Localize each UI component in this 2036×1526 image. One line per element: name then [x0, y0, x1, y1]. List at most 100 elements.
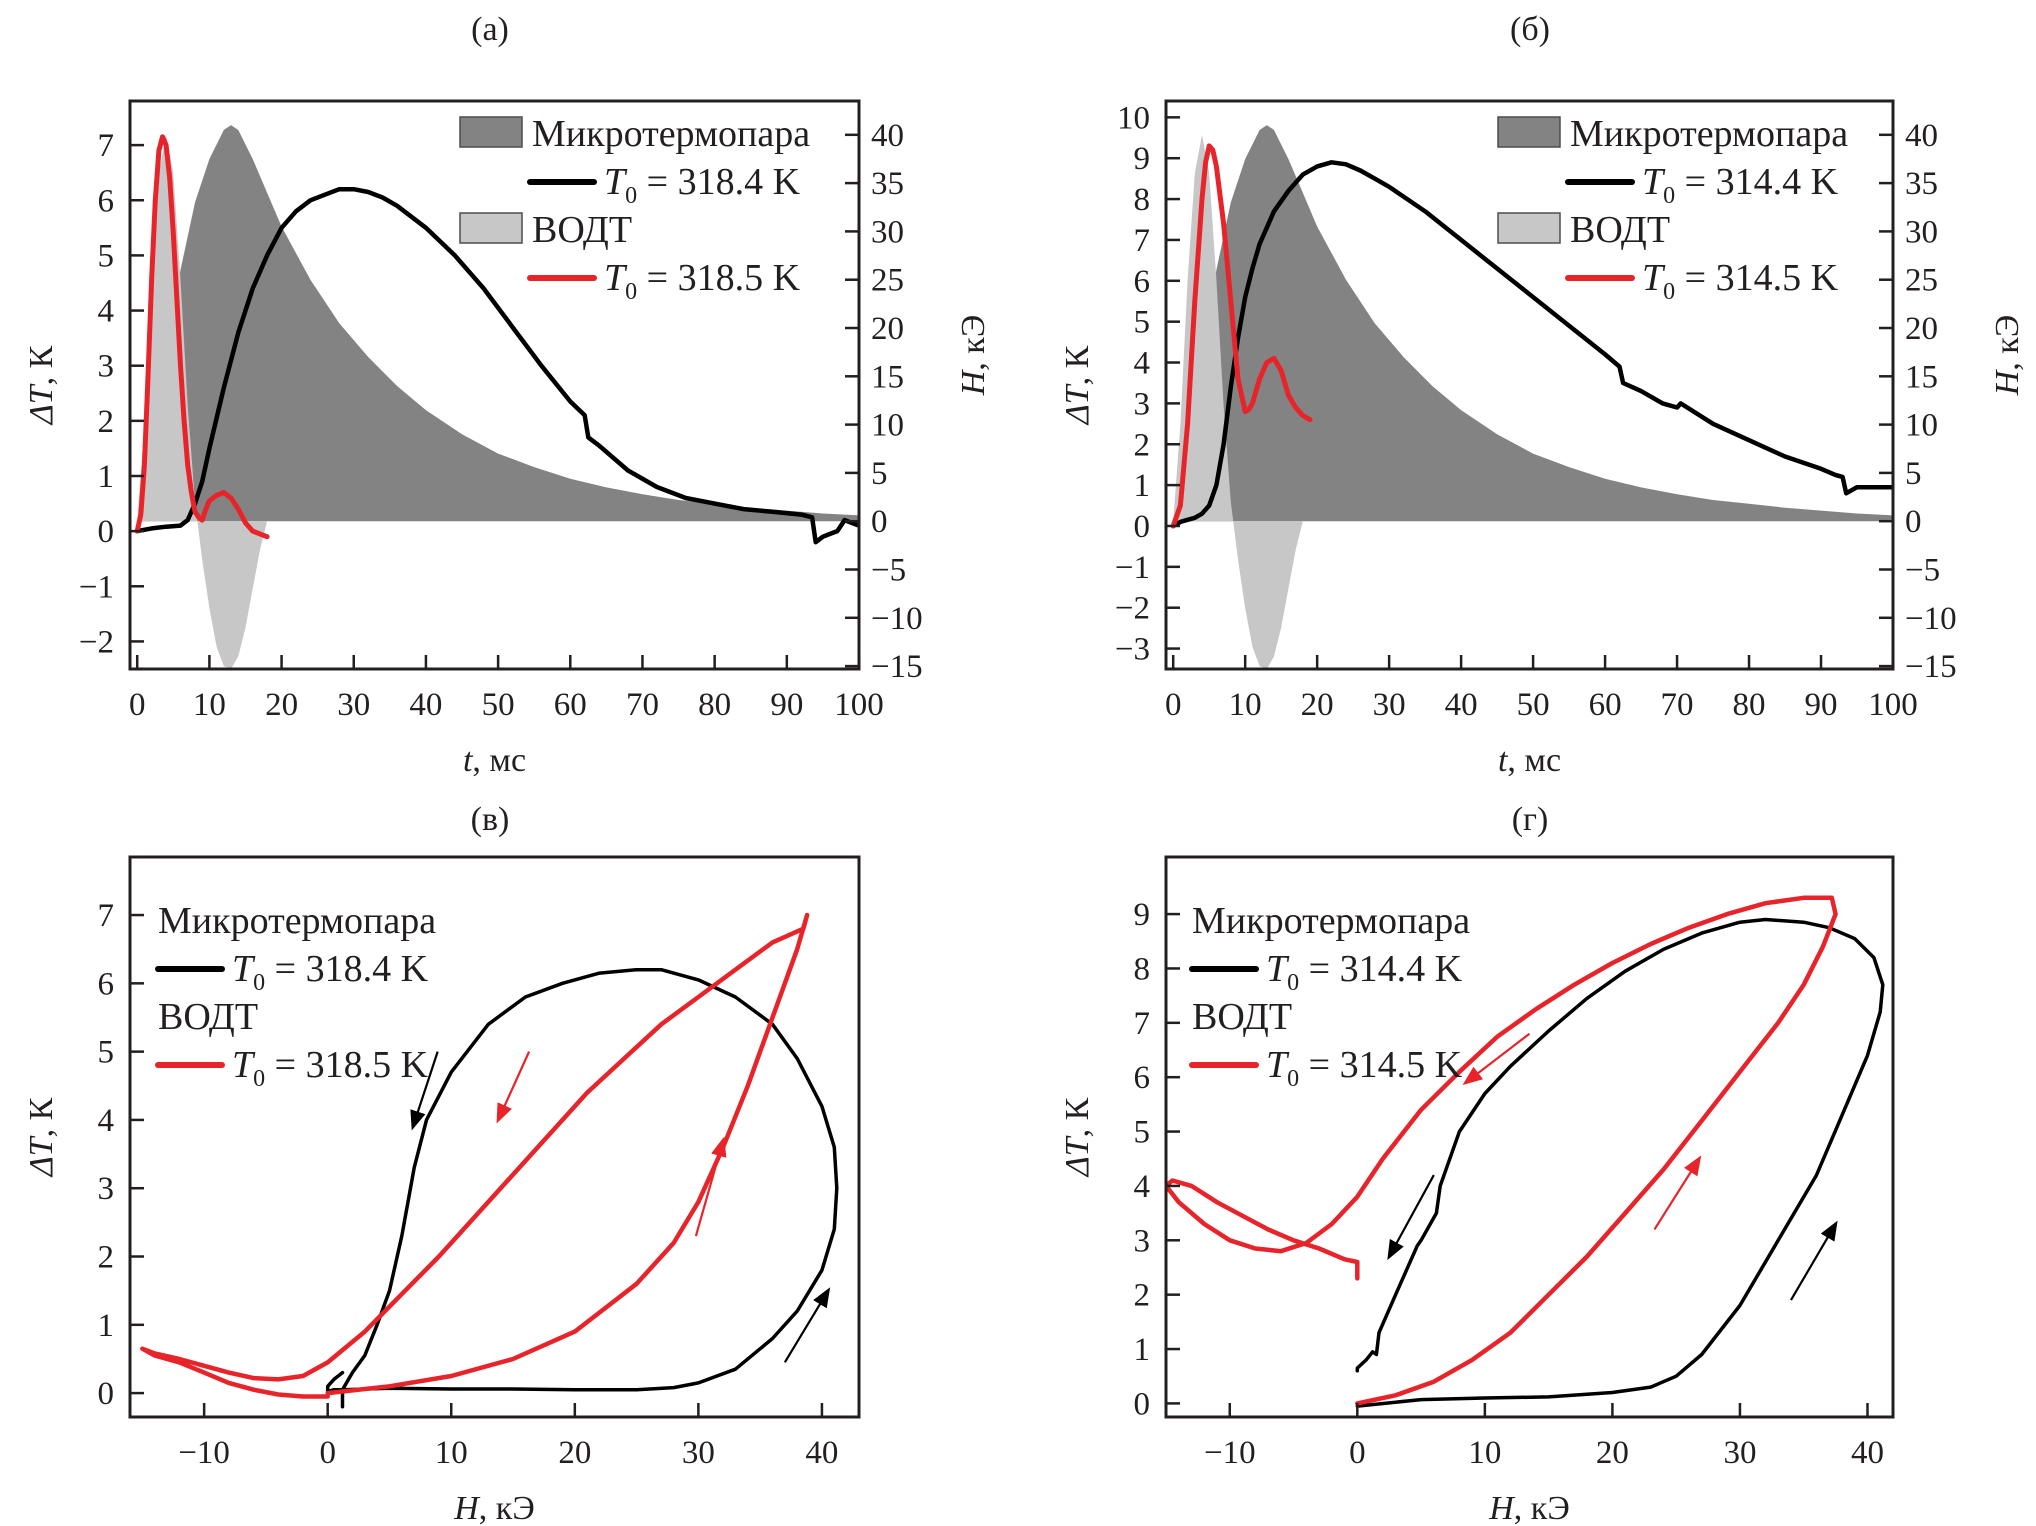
- x-tick-label: 0: [319, 1435, 336, 1471]
- y-axis-title-unit: , К: [1059, 345, 1096, 385]
- y2-axis-title: H, кЭ: [1989, 315, 2026, 397]
- x-axis-title-unit: , мс: [472, 742, 526, 779]
- x-tick-label: 40: [805, 1435, 838, 1471]
- direction-arrow-3: [783, 1287, 831, 1363]
- legend-subscript: 0: [253, 970, 265, 996]
- x-tick-label: 40: [1445, 687, 1478, 723]
- series-line-1: [1166, 895, 1838, 1406]
- y2-tick-label: 0: [871, 504, 888, 540]
- y2-tick-label: 25: [1905, 263, 1938, 299]
- x-tick-label: 20: [1596, 1435, 1629, 1471]
- y-tick-label: 4: [98, 294, 115, 330]
- y-tick-label: 4: [1134, 346, 1151, 382]
- x-tick-label: 80: [1733, 687, 1766, 723]
- y2-tick-label: 15: [1905, 359, 1938, 395]
- x-axis-title: t, мс: [1498, 742, 1561, 779]
- y-axis-title-symbol: ΔT: [1059, 383, 1096, 426]
- legend-symbol: T: [1642, 161, 1666, 203]
- x-tick-label: 10: [193, 687, 226, 723]
- y-tick-label: −3: [1115, 632, 1150, 668]
- y-tick-label: 5: [1134, 1115, 1151, 1151]
- y-tick-label: 7: [1134, 1006, 1151, 1042]
- y2-tick-label: 40: [871, 118, 904, 154]
- x-tick-label: 10: [1229, 687, 1262, 723]
- y2-axis-title: H, кЭ: [955, 315, 992, 397]
- x-tick-label: −10: [178, 1435, 230, 1471]
- x-tick-label: 60: [1589, 687, 1622, 723]
- y-axis-title: ΔT, К: [1059, 1097, 1096, 1178]
- y-axis-title-unit: , К: [1059, 1097, 1096, 1137]
- y-tick-label: 6: [98, 183, 115, 219]
- x-tick-label: 10: [1468, 1435, 1501, 1471]
- panel-a: (а)0 10 20 30 40 50 60 70 80 90 100−2−101234567−15…: [23, 11, 992, 779]
- series-line-1: [140, 912, 810, 1399]
- y2-tick-label: 5: [1905, 456, 1922, 492]
- legend-symbol: T: [232, 948, 256, 990]
- y2-axis-title-unit: , кЭ: [1989, 315, 2026, 371]
- y-tick-label: −1: [1115, 550, 1150, 586]
- y2-tick-label: 35: [1905, 166, 1938, 202]
- field-area-0: [137, 125, 859, 522]
- legend-label: T0 = 318.4 K: [232, 948, 429, 996]
- y-tick-label: 2: [98, 1240, 115, 1276]
- legend-label: T0 = 314.4 K: [1642, 161, 1839, 209]
- panel-g: (г) −10 0 10 20 30 40 0 1 2 3 4 5 6 7 8 9 H, кЭ ΔT, К Микро…: [1059, 801, 1895, 1526]
- y-axis-title-unit: , К: [23, 1097, 60, 1137]
- y2-tick-label: 35: [871, 166, 904, 202]
- y2-tick-label: −10: [1905, 601, 1957, 637]
- y-tick-label: 5: [1134, 305, 1151, 341]
- y-tick-label: 0: [1134, 1386, 1151, 1422]
- field-area-1: [1173, 134, 1303, 669]
- legend-label: T0 = 314.5 K: [1642, 257, 1839, 305]
- plot-frame: [128, 855, 861, 1419]
- x-axis-title-symbol: t: [463, 742, 474, 779]
- y-tick-label: 5: [98, 1035, 115, 1071]
- direction-arrow-0: [1462, 1032, 1531, 1086]
- x-tick-label: 20: [265, 687, 298, 723]
- y-axis-title: ΔT, К: [1059, 345, 1096, 426]
- legend-subscript: 0: [1663, 279, 1675, 305]
- series-line-3: [1170, 143, 1313, 529]
- legend-symbol: T: [1642, 257, 1666, 299]
- legend-value: = 314.5 K: [1675, 257, 1838, 299]
- legend-value: = 318.4 K: [265, 948, 428, 990]
- legend-value: = 318.4 K: [637, 161, 800, 203]
- legend-symbol: T: [1266, 948, 1290, 990]
- y-tick-label: 4: [98, 1103, 115, 1139]
- plot-area: [1166, 895, 1885, 1408]
- legend-label: Микротермопара: [532, 113, 810, 155]
- panel-label: (б): [1510, 11, 1550, 48]
- y-axis-title-symbol: ΔT: [1059, 1135, 1096, 1178]
- x-tick-label: 0: [1165, 687, 1182, 723]
- y2-tick-label: 30: [1905, 214, 1938, 250]
- y2-tick-label: −5: [871, 553, 906, 589]
- y-tick-label: 10: [1117, 100, 1150, 136]
- legend-swatch: [459, 212, 523, 244]
- legend-label: ВОДТ: [1570, 209, 1670, 251]
- y-tick-label: 6: [98, 966, 115, 1002]
- y-tick-label: 4: [1134, 1169, 1151, 1205]
- y2-tick-label: −15: [1905, 649, 1957, 685]
- y2-tick-label: 10: [1905, 408, 1938, 444]
- y-tick-label: 1: [1134, 468, 1151, 504]
- legend-swatch: [459, 116, 523, 148]
- y-tick-label: 3: [1134, 1223, 1151, 1259]
- x-tick-label: 10: [435, 1435, 468, 1471]
- y-tick-label: 8: [1134, 951, 1151, 987]
- legend-label: T0 = 314.5 K: [1266, 1044, 1463, 1092]
- direction-arrow-1: [496, 1051, 531, 1124]
- y-tick-label: 9: [1134, 897, 1151, 933]
- y-tick-label: 6: [1134, 1060, 1151, 1096]
- y2-tick-label: −5: [1905, 553, 1940, 589]
- direction-arrow-3: [1790, 1220, 1838, 1301]
- x-axis-title: H, кЭ: [1488, 1490, 1570, 1526]
- legend-value: = 314.4 K: [1675, 161, 1838, 203]
- plot-area: [134, 125, 859, 669]
- x-axis-title-unit: , мс: [1507, 742, 1561, 779]
- x-tick-label: 70: [626, 687, 659, 723]
- legend-label: Микротермопара: [1192, 900, 1470, 942]
- y2-tick-label: 15: [871, 359, 904, 395]
- panel-v: (в) −10 0 10 20 30 40 0 1 2 3 4 5 6 7 H, кЭ ΔT, К Микроте…: [23, 801, 861, 1526]
- legend-subscript: 0: [1663, 183, 1675, 209]
